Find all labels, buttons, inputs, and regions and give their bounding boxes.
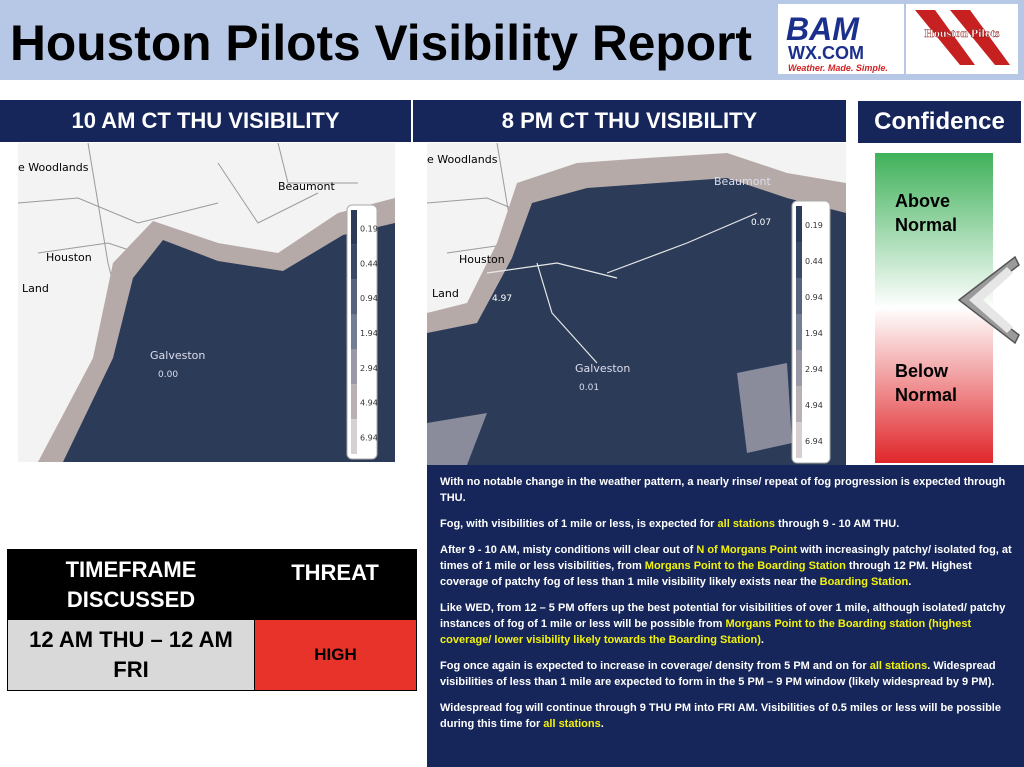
- map-label: Galveston: [575, 362, 630, 375]
- map-label: Beaumont: [278, 180, 335, 193]
- map: e Woodlands Beaumont Houston Land 4.97 G…: [427, 143, 846, 465]
- logo-wx: WX.COM: [788, 43, 864, 63]
- confidence-below: Below Normal: [895, 361, 958, 405]
- map-label: Houston: [46, 251, 92, 264]
- legend-label: 0.94: [360, 294, 378, 303]
- arrow: [957, 255, 1020, 345]
- text: .: [600, 718, 604, 730]
- legend-label: 4.94: [805, 401, 823, 410]
- legend-swatch: [796, 422, 802, 458]
- map-label: 0.01: [579, 383, 599, 393]
- legend-swatch: [351, 419, 357, 454]
- highlight-text: Morgans Point to the Boarding station (h…: [440, 618, 972, 646]
- text: through 12 PM. Highest coverage of patch…: [440, 560, 972, 588]
- logo-mark: [915, 10, 1010, 65]
- paragraph: Fog, with visibilities of 1 mile or less…: [440, 516, 1012, 532]
- legend-swatch: [351, 244, 357, 280]
- map-label: Land: [22, 282, 49, 295]
- highlight-text: Boarding Station: [819, 576, 909, 588]
- threat-table: TIMEFRAME DISCUSSED THREAT 12 AM THU – 1…: [7, 549, 417, 691]
- confidence-arrow: [957, 255, 1020, 345]
- text: .: [760, 634, 764, 646]
- map-label: 0.00: [158, 370, 178, 380]
- legend-swatch: [351, 210, 357, 245]
- map-title: 8 PM CT THU VISIBILITY: [413, 100, 846, 142]
- legend-label: 0.19: [805, 221, 823, 230]
- header-art: Houston Pilots Visibility Report BAM WX.…: [10, 4, 1018, 74]
- highlight-text: N of Morgans Point: [696, 544, 798, 556]
- paragraph: Like WED, from 12 – 5 PM offers up the b…: [440, 600, 1012, 648]
- legend-label: 6.94: [805, 437, 823, 446]
- roads: [486, 212, 758, 364]
- map-label: 4.97: [492, 294, 512, 304]
- legend-label: 4.94: [360, 399, 378, 408]
- legend-label: 0.19: [360, 224, 378, 233]
- legend-swatch: [796, 350, 802, 386]
- legend-label: 1.94: [360, 329, 378, 338]
- map-label: Galveston: [150, 349, 205, 362]
- map-label: Beaumont: [714, 175, 771, 188]
- map-label: Land: [432, 287, 459, 300]
- map-title: 10 AM CT THU VISIBILITY: [0, 100, 411, 142]
- highlight-text: Morgans Point to the Boarding Station: [644, 560, 846, 572]
- legend-label: 2.94: [360, 364, 378, 373]
- map-label: 0.07: [751, 218, 771, 228]
- table-cell: 12 AM THU – 12 AM FRI: [8, 620, 255, 690]
- map-label: e Woodlands: [18, 161, 89, 174]
- header: Houston Pilots Visibility Report BAM WX.…: [0, 0, 1024, 80]
- legend-swatch: [796, 206, 802, 242]
- legend-label: 6.94: [360, 434, 378, 443]
- text: Like WED, from 12 – 5 PM offers up the b…: [440, 602, 1006, 630]
- fog: [63, 223, 395, 462]
- highlight-text: all stations: [543, 718, 601, 730]
- text: Widespread fog will continue through 9 T…: [440, 702, 1001, 730]
- text: After 9 - 10 AM, misty conditions will c…: [440, 544, 697, 556]
- map: e Woodlands Beaumont Houston Land Galves…: [18, 143, 395, 462]
- legend-swatch: [796, 242, 802, 278]
- legend-label: 0.94: [805, 293, 823, 302]
- legend-swatch: [796, 278, 802, 314]
- paragraph: Fog once again is expected to increase i…: [440, 658, 1012, 690]
- table-header: THREAT: [254, 550, 416, 620]
- text: with increasingly patchy/ isolated fog, …: [440, 544, 1012, 572]
- legend-label: 1.94: [805, 329, 823, 338]
- legend-swatch: [351, 384, 357, 420]
- legend-label: 2.94: [805, 365, 823, 374]
- highlight-text: all stations: [717, 518, 775, 530]
- roads: [18, 143, 358, 344]
- confidence-title: Confidence: [858, 101, 1021, 143]
- table-cell: HIGH: [255, 620, 416, 690]
- text: Fog once again is expected to increase i…: [440, 660, 870, 672]
- logo-tagline: Weather. Made. Simple.: [788, 63, 888, 73]
- logo-pilots: Houston Pilots: [924, 26, 999, 40]
- legend-swatch: [351, 349, 357, 385]
- text: through 9 - 10 AM THU.: [775, 518, 900, 530]
- legend-swatch: [351, 279, 357, 315]
- highlight-text: all stations: [869, 660, 928, 672]
- confidence-above: Above Normal: [895, 191, 958, 235]
- legend-swatch: [796, 314, 802, 350]
- arrow-inner: [969, 267, 1013, 333]
- map-label: e Woodlands: [427, 153, 498, 166]
- legend-swatch: [796, 386, 802, 422]
- logo-bg: [778, 4, 904, 74]
- paragraph: With no notable change in the weather pa…: [440, 474, 1012, 506]
- legend-label: 0.44: [360, 259, 378, 268]
- paragraph: After 9 - 10 AM, misty conditions will c…: [440, 542, 1012, 590]
- title: Houston Pilots Visibility Report: [10, 15, 752, 71]
- map-label: Houston: [459, 253, 505, 266]
- legend-label: 0.44: [805, 257, 823, 266]
- legend-swatch: [351, 314, 357, 350]
- fog-thin: [427, 363, 792, 465]
- logo-bam: BAM: [786, 11, 860, 47]
- discussion: With no notable change in the weather pa…: [427, 465, 1024, 767]
- paragraph: Widespread fog will continue through 9 T…: [440, 700, 1012, 732]
- text: With no notable change in the weather pa…: [440, 476, 1006, 504]
- text: Fog, with visibilities of 1 mile or less…: [440, 518, 718, 530]
- text: . Widespread visibilities of less than 1…: [440, 660, 996, 688]
- table-header: TIMEFRAME DISCUSSED: [8, 550, 254, 620]
- text: .: [908, 576, 912, 588]
